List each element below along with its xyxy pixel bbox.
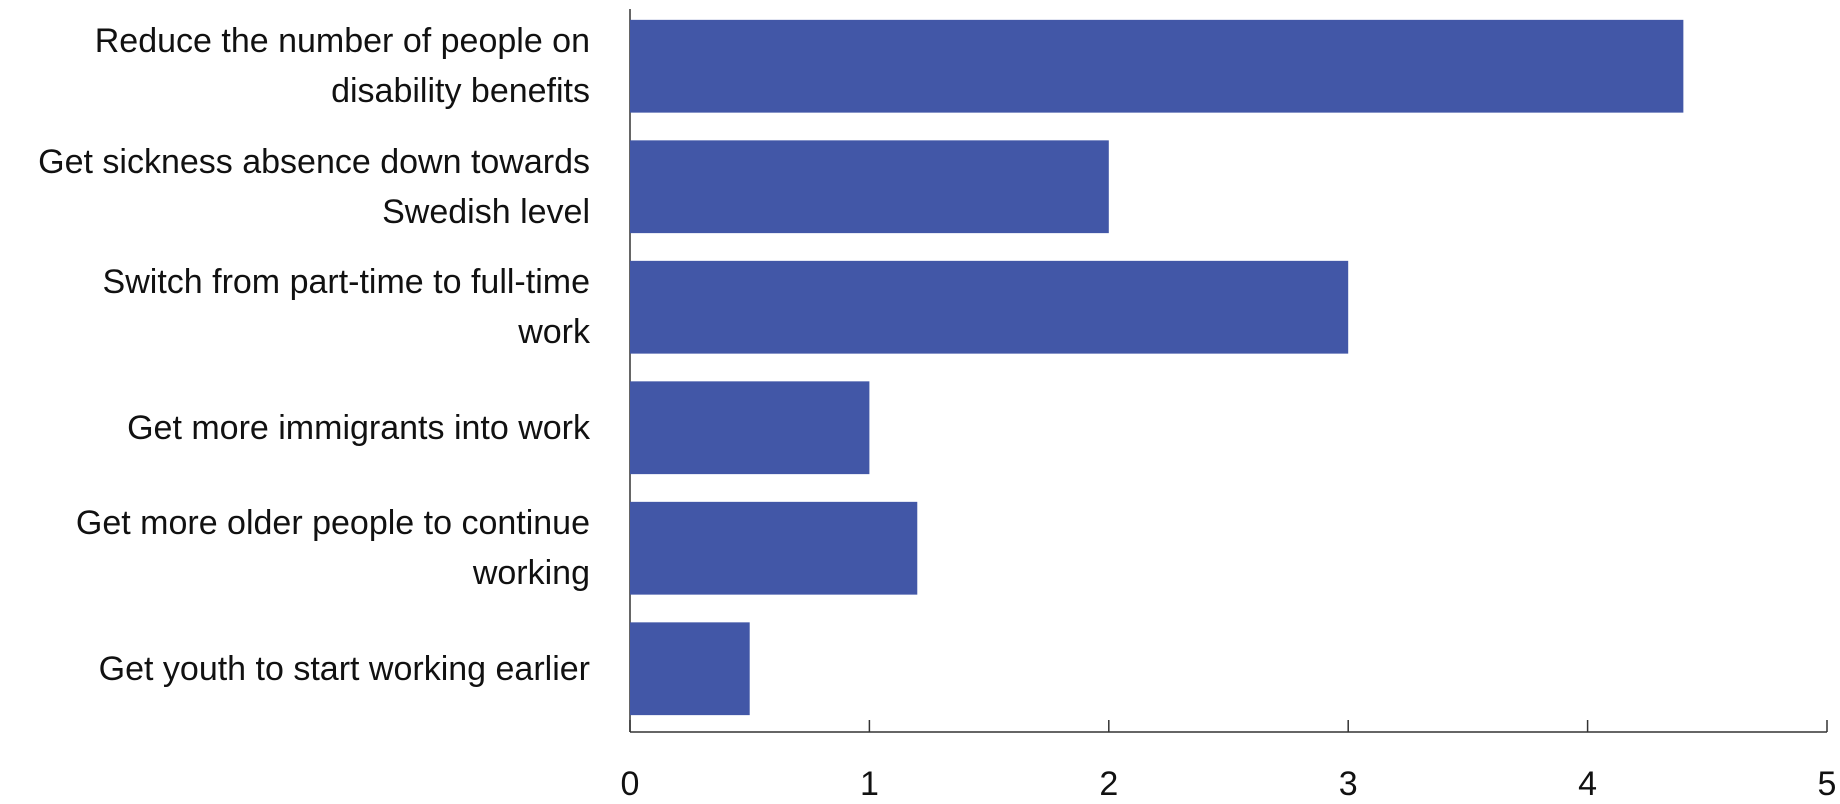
y-tick-label: Get more immigrants into work [127,408,590,447]
x-tick-label: 1 [860,765,879,803]
x-tick-label: 0 [621,765,640,803]
x-tick-label: 2 [1099,765,1118,803]
y-tick-label: Get more older people to continue workin… [75,504,590,593]
x-tick-label: 4 [1578,765,1597,803]
bar [630,381,870,475]
y-tick-label: Get youth to start working earlier [98,649,590,688]
x-tick-label: 3 [1339,765,1358,803]
y-tick-label: Reduce the number of people on disabilit… [94,22,590,111]
y-tick-label: Get sickness absence down towards Swedis… [38,142,590,231]
bar [630,140,1109,234]
bar [630,260,1349,354]
bar [630,622,750,716]
bar [630,19,1684,113]
y-tick-label: Switch from part-time to full-time work [102,263,590,352]
bar [630,501,918,595]
x-tick-label: 5 [1818,765,1837,803]
